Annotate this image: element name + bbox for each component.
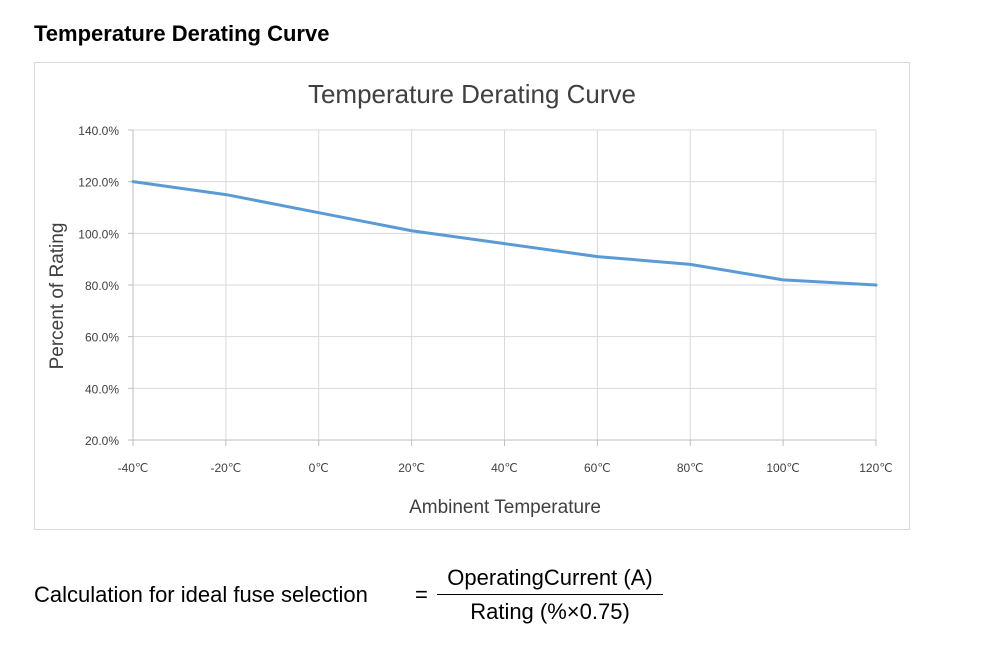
y-tick-label: 120.0% <box>78 176 119 190</box>
x-tick-label: -40℃ <box>118 461 149 475</box>
x-tick-label: 100℃ <box>766 461 800 475</box>
x-tick-label: -20℃ <box>210 461 241 475</box>
chart-frame <box>34 62 910 530</box>
y-tick-label: 80.0% <box>85 279 119 293</box>
x-tick-label: 0℃ <box>309 461 329 475</box>
x-tick-labels: -40℃ -20℃ 0℃ 20℃ 40℃ 60℃ 80℃ 100℃ 120℃ <box>118 461 893 475</box>
x-tick-label: 20℃ <box>398 461 425 475</box>
series-layer <box>131 180 878 287</box>
formula-equals: = <box>415 582 428 607</box>
x-tick-label: 40℃ <box>491 461 518 475</box>
y-tick-label: 100.0% <box>78 227 119 241</box>
chart-title: Temperature Derating Curve <box>308 79 636 109</box>
series-line <box>131 180 878 287</box>
gridlines <box>133 129 877 440</box>
x-tick-label: 120℃ <box>859 461 893 475</box>
y-axis-label: Percent of Rating <box>47 223 68 370</box>
fraction-bar <box>437 594 663 595</box>
y-tick-label: 40.0% <box>85 382 119 396</box>
y-tick-labels: 140.0% 120.0% 100.0% 80.0% 60.0% 40.0% 20.0% <box>78 124 119 448</box>
y-tick-label: 140.0% <box>78 124 119 138</box>
derating-chart: Temperature Derating Curve 140.0%120.0%1… <box>47 79 893 518</box>
y-tick-label: 20.0% <box>85 434 119 448</box>
section-heading: Temperature Derating Curve <box>34 21 330 46</box>
formula-denominator: Rating (%×0.75) <box>470 599 630 624</box>
x-tick-label: 60℃ <box>584 461 611 475</box>
axes <box>128 129 877 446</box>
fuse-formula: Calculation for ideal fuse selection = O… <box>34 560 734 640</box>
formula-numerator: OperatingCurrent (A) <box>447 565 653 590</box>
x-tick-label: 80℃ <box>677 461 704 475</box>
formula-label: Calculation for ideal fuse selection <box>34 582 368 607</box>
x-axis-label: Ambinent Temperature <box>409 497 601 518</box>
y-tick-label: 60.0% <box>85 331 119 345</box>
